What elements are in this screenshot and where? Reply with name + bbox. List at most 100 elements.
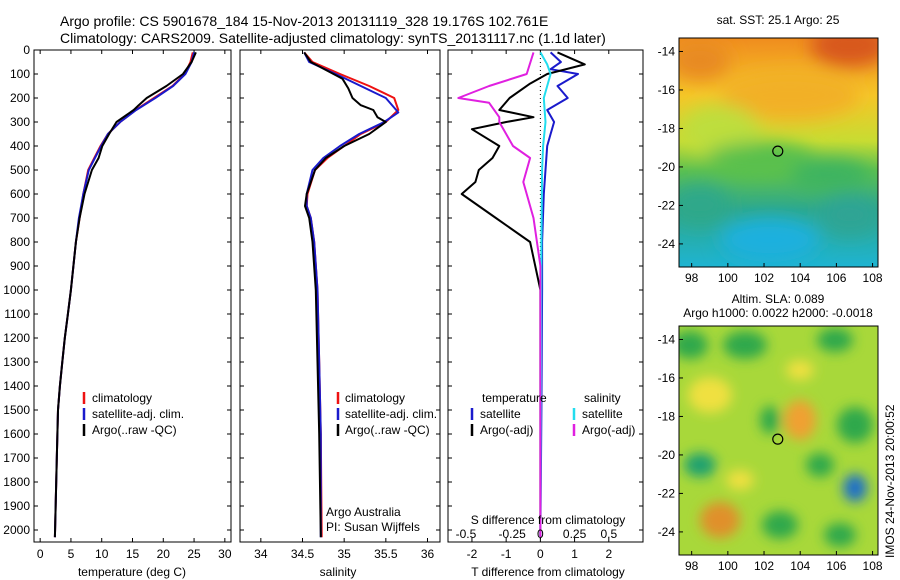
temperature-panel: 0100200300400500600700800900100011001200… (3, 43, 232, 579)
map-y-tick-label: -22 (658, 198, 676, 212)
y-tick-label: 1400 (3, 379, 30, 393)
map-y-tick-label: -14 (658, 332, 676, 346)
map-x-tick-label: 100 (718, 271, 738, 285)
y-tick-label: 1300 (3, 355, 30, 369)
series-line (303, 51, 400, 538)
y-tick-label: 600 (10, 187, 30, 201)
y-tick-label: 1700 (3, 451, 30, 465)
sst-field (679, 38, 878, 267)
map-x-tick-label: 108 (863, 271, 883, 285)
salinity-legend-satellite: satellite-adj. clim. (345, 407, 437, 421)
difference-legend-temperature-heading: temperature (482, 391, 547, 405)
y-tick-label: 1600 (3, 427, 30, 441)
series-line (460, 51, 586, 538)
argo-location-marker (772, 433, 784, 445)
depth-axis: 0 100 200 300 400 500 600 700 800 900 1000 1100 1200… (3, 43, 231, 537)
sla-field (679, 326, 878, 555)
salinity-x-label: salinity (320, 565, 357, 579)
x-tick-label: 34.5 (291, 547, 315, 561)
map-x-tick-label: 104 (790, 559, 810, 573)
temperature-legend-climatology: climatology (92, 391, 152, 405)
map-y-tick-label: -16 (658, 371, 676, 385)
map-y-tick-label: -14 (658, 44, 676, 58)
map-x-tick-label: 104 (790, 271, 810, 285)
top-tick-label: 0.25 (563, 527, 587, 541)
sst-map-axes: 98 100 102 104 106 108 -14 -16 -18 -20 -22 -24 (658, 44, 883, 285)
temperature-legend-argo: Argo(..raw -QC) (92, 423, 177, 437)
x-tick-label: 15 (126, 547, 140, 561)
salinity-depth-ticks (240, 49, 440, 531)
x-tick-label: 30 (218, 547, 232, 561)
salinity-difference-tick-labels: -0.5 -0.25 0 0.25 0.5 (456, 527, 618, 541)
x-tick-label: 34 (254, 547, 268, 561)
y-tick-label: 1100 (4, 307, 30, 321)
map-x-tick-label: 102 (754, 559, 774, 573)
difference-x-axis: -2 -1 0 1 2 (467, 50, 612, 561)
map-x-tick-label: 108 (863, 559, 883, 573)
sla-map-axes: 98 100 102 104 106 108 -14 -16 -18 -20 -22 -24 (658, 332, 883, 573)
y-tick-label: 1200 (3, 331, 30, 345)
salinity-panel: 34 34.5 35 35.5 36 climatology satellite-adj… (239, 49, 441, 579)
top-tick-label: 0 (537, 527, 544, 541)
sst-map-panel: sat. SST: 25.1 Argo: 25 98 100 102 104 106 10… (658, 13, 883, 285)
x-tick-label: 1 (571, 547, 578, 561)
y-tick-label: 1800 (3, 475, 30, 489)
difference-panel: -2 -1 0 1 2 temperature salinity satellite A… (447, 49, 644, 579)
series-line (303, 51, 387, 538)
y-tick-label: 1900 (3, 499, 30, 513)
y-tick-label: 300 (10, 115, 30, 129)
x-tick-label: 5 (68, 547, 75, 561)
difference-legend-salinity-heading: salinity (584, 391, 621, 405)
figure-title-line1: Argo profile: CS 5901678_184 15-Nov-2013… (60, 13, 548, 29)
difference-legend-sal-argo: Argo(-adj) (582, 423, 635, 437)
y-tick-label: 100 (10, 67, 30, 81)
salinity-axes-frame (239, 49, 441, 543)
temperature-axes-frame (33, 49, 232, 543)
x-tick-label: 10 (95, 547, 109, 561)
top-tick-label: -0.25 (498, 527, 526, 541)
map-x-tick-label: 106 (826, 559, 846, 573)
top-tick-label: 0.5 (600, 527, 617, 541)
y-tick-label: 900 (10, 259, 30, 273)
y-tick-label: 800 (10, 235, 30, 249)
difference-top-x-label: S difference from climatology (471, 513, 626, 527)
temperature-legend-satellite: satellite-adj. clim. (92, 407, 184, 421)
map-x-tick-label: 98 (685, 271, 699, 285)
top-tick-label: -0.5 (456, 527, 477, 541)
y-tick-label: 1500 (3, 403, 30, 417)
x-tick-label: -1 (501, 547, 512, 561)
figure-title-line2: Climatology: CARS2009. Satellite-adjuste… (60, 30, 606, 46)
map-y-tick-label: -24 (658, 525, 676, 539)
sst-map-title: sat. SST: 25.1 Argo: 25 (717, 13, 840, 27)
map-y-tick-label: -20 (658, 448, 676, 462)
y-tick-label: 400 (10, 139, 30, 153)
map-x-tick-label: 106 (826, 271, 846, 285)
map-x-tick-label: 98 (685, 559, 699, 573)
difference-legend-sal-satellite: satellite (582, 407, 623, 421)
difference-legend-temp-argo: Argo(-adj) (480, 423, 533, 437)
y-tick-label: 700 (10, 211, 30, 225)
salinity-legend-climatology: climatology (345, 391, 405, 405)
argo-location-marker (772, 145, 784, 157)
temperature-series (53, 51, 197, 538)
salinity-series (303, 51, 400, 538)
map-x-tick-label: 100 (718, 559, 738, 573)
salinity-legend: climatology satellite-adj. clim. Argo(..… (336, 391, 437, 437)
series-line (457, 52, 542, 538)
y-tick-label: 200 (10, 91, 30, 105)
difference-legend: temperature salinity satellite Argo(-adj… (470, 391, 635, 437)
y-tick-label: 500 (10, 163, 30, 177)
salinity-x-axis: 34 34.5 35 35.5 36 (254, 50, 434, 561)
y-tick-label: 1000 (3, 283, 30, 297)
x-tick-label: 2 (605, 547, 612, 561)
x-tick-label: 0 (37, 547, 44, 561)
x-tick-label: 35 (337, 547, 351, 561)
salinity-annotation-line2: PI: Susan Wijffels (326, 520, 420, 534)
sla-map-panel: Altim. SLA: 0.089 Argo h1000: 0.0022 h20… (658, 292, 883, 573)
temperature-x-axis: 0 5 10 15 20 25 30 (37, 50, 232, 561)
y-tick-label: 0 (23, 43, 30, 57)
map-y-tick-label: -18 (658, 121, 676, 135)
difference-legend-temp-satellite: satellite (480, 407, 521, 421)
map-x-tick-label: 102 (754, 271, 774, 285)
x-tick-label: -2 (467, 547, 478, 561)
